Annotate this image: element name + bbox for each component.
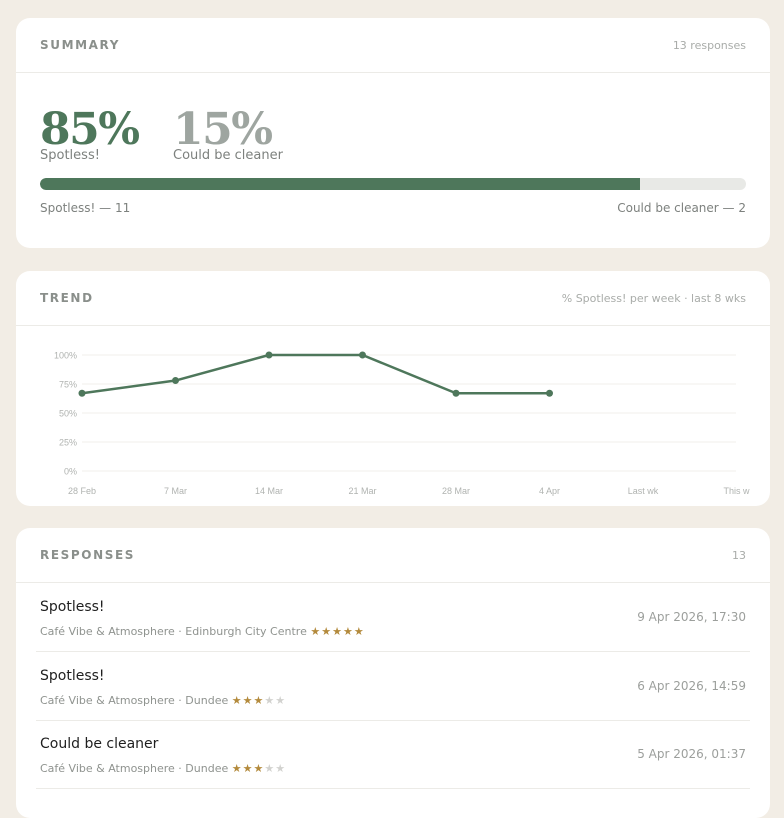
y-tick-label: 75% <box>59 380 77 390</box>
y-tick-label: 100% <box>54 351 77 361</box>
y-tick-label: 0% <box>64 467 77 477</box>
y-tick-label: 25% <box>59 438 77 448</box>
data-point[interactable] <box>265 351 273 359</box>
star-icon: ★ <box>275 762 287 775</box>
response-title: Spotless! <box>40 599 105 615</box>
spotless-count-caption: Spotless! — 11 <box>40 201 131 215</box>
y-tick-label: 50% <box>59 409 77 419</box>
star-rating: ★★★★★ <box>232 762 286 775</box>
trend-card: TREND % Spotless! per week · last 8 wks … <box>16 271 770 506</box>
response-subtitle: Café Vibe & Atmosphere · Edinburgh City … <box>40 625 365 638</box>
response-date: 9 Apr 2026, 17:30 <box>637 610 746 624</box>
response-date: 6 Apr 2026, 14:59 <box>637 678 746 693</box>
data-point[interactable] <box>546 389 553 397</box>
cleaner-percentage: 15% <box>173 104 273 155</box>
star-rating: ★★★★★ <box>310 625 364 638</box>
responses-title: RESPONSES <box>40 548 136 562</box>
trend-header: TREND % Spotless! per week · last 8 wks <box>16 271 770 326</box>
star-icon: ★ <box>253 762 265 775</box>
star-icon: ★ <box>332 625 343 638</box>
star-icon: ★ <box>264 693 276 707</box>
response-subtitle: Café Vibe & Atmosphere · Dundee ★★★★★ <box>40 762 286 775</box>
responses-header: RESPONSES 13 <box>16 528 770 583</box>
response-location: Café Vibe & Atmosphere · Dundee <box>40 693 232 707</box>
x-tick-label: This w <box>723 486 750 496</box>
summary-title: SUMMARY <box>40 38 121 52</box>
spotless-percentage: 85% <box>40 104 140 155</box>
trend-meta: % Spotless! per week · last 8 wks <box>561 292 746 305</box>
response-count: 13 responses <box>672 39 746 52</box>
responses-card: RESPONSES 13 Spotless! Café Vibe & Atmosp… <box>16 528 770 818</box>
series-line <box>81 353 550 395</box>
response-title: Could be cleaner <box>40 736 159 752</box>
trend-chart: 100% 75% 50% 25% 0% 28 Feb 7 Mar 14 Mar 21 Mar 28… <box>54 351 750 497</box>
star-icon: ★ <box>275 693 287 707</box>
x-tick-label: 28 Feb <box>68 486 96 496</box>
star-icon: ★ <box>231 693 243 707</box>
star-icon: ★ <box>253 693 265 707</box>
star-icon: ★ <box>310 625 322 638</box>
data-point[interactable] <box>78 389 86 397</box>
data-point[interactable] <box>452 389 460 397</box>
data-point[interactable] <box>359 351 366 359</box>
star-icon: ★ <box>342 625 354 638</box>
star-icon: ★ <box>353 625 365 638</box>
cleaner-label: Could be cleaner <box>173 148 283 163</box>
summary-header: SUMMARY 13 responses <box>16 18 770 73</box>
response-row[interactable]: Could be cleaner Café Vibe & Atmosphere ·… <box>36 720 750 789</box>
x-tick-label: Last wk <box>628 486 659 496</box>
x-tick-label: 21 Mar <box>348 486 376 496</box>
x-tick-label: 7 Mar <box>164 486 187 496</box>
x-tick-label: 28 Mar <box>442 486 470 496</box>
star-icon: ★ <box>242 693 254 707</box>
star-icon: ★ <box>264 762 276 775</box>
response-date: 5 Apr 2026, 01:37 <box>637 747 746 761</box>
star-icon: ★ <box>231 762 243 775</box>
response-row[interactable]: Spotless! Café Vibe & Atmosphere · Dundee… <box>36 652 750 721</box>
response-subtitle: Café Vibe & Atmosphere · Dundee ★★★★★ <box>40 694 286 707</box>
response-location: Café Vibe & Atmosphere · Dundee <box>40 762 232 775</box>
trend-title: TREND <box>40 291 94 305</box>
data-point[interactable] <box>172 377 179 385</box>
cleaner-count-caption: Could be cleaner — 2 <box>617 201 746 215</box>
split-progress-bar <box>40 178 746 190</box>
spotless-label: Spotless! <box>40 148 100 163</box>
spotless-bar-fill <box>40 178 641 190</box>
response-title: Spotless! <box>40 667 105 684</box>
response-location: Café Vibe & Atmosphere · Edinburgh City … <box>40 625 311 638</box>
star-rating: ★★★★★ <box>232 694 286 707</box>
summary-card: SUMMARY 13 responses 85% Spotless! 15% C… <box>16 18 770 248</box>
x-tick-label: 4 Apr <box>539 486 560 496</box>
x-tick-label: 14 Mar <box>255 486 283 496</box>
response-row[interactable]: Spotless! Café Vibe & Atmosphere · Edinbu… <box>36 583 750 652</box>
star-icon: ★ <box>242 762 254 775</box>
star-icon: ★ <box>321 625 333 638</box>
responses-count: 13 <box>732 549 746 562</box>
